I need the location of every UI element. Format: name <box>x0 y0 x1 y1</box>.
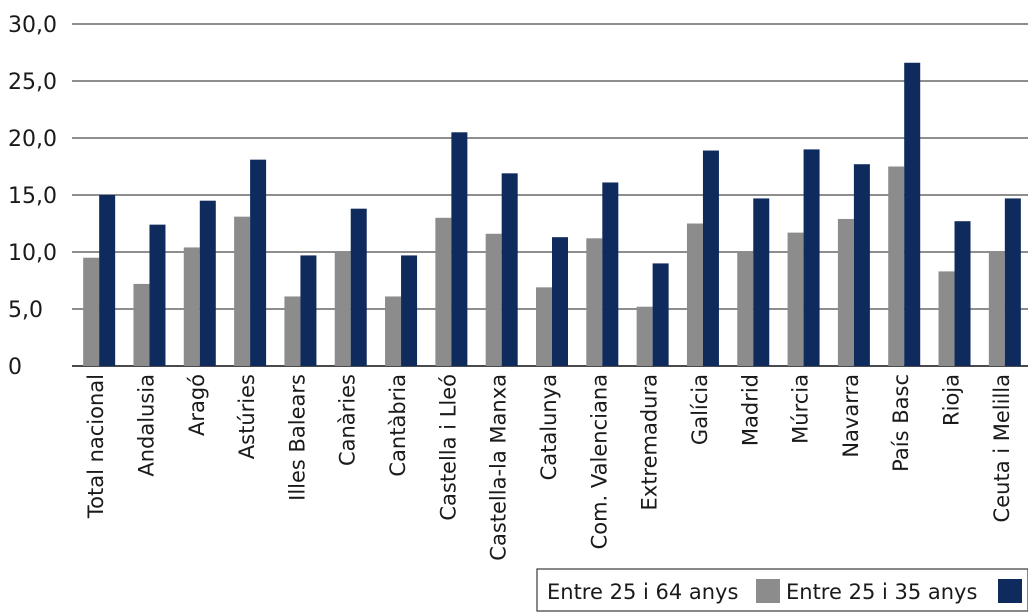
x-category-label: Galícia <box>688 374 712 445</box>
legend-label: Entre 25 i 64 anys <box>547 580 738 604</box>
y-tick-label: 30,0 <box>8 13 57 38</box>
legend-swatch <box>998 579 1022 603</box>
x-category-label: Astúries <box>235 374 259 459</box>
bar-grey <box>183 247 200 366</box>
y-tick-label: 10,0 <box>8 241 57 266</box>
x-category-label: Aragó <box>185 374 209 436</box>
bar-grey <box>536 287 552 366</box>
x-category-label: Total nacional <box>84 374 108 519</box>
x-category-label: Illes Balears <box>285 374 309 501</box>
bar-blue <box>702 150 719 366</box>
bar-blue <box>753 198 770 366</box>
bar-grey <box>888 166 905 366</box>
x-category-label: Andalusia <box>134 374 158 477</box>
bar-blue <box>803 149 820 366</box>
x-category-label: Com. Valenciana <box>587 374 611 549</box>
x-category-label: País Basc <box>889 374 913 472</box>
bar-blue <box>602 182 619 366</box>
bar-grey <box>938 271 955 366</box>
legend-label: Entre 25 i 35 anys <box>786 580 977 604</box>
bar-grey <box>988 252 1005 366</box>
x-category-label: Castella-la Manxa <box>487 374 511 561</box>
bar-grey <box>435 217 452 366</box>
y-tick-label: 15,0 <box>8 184 57 209</box>
bar-grey <box>837 218 854 366</box>
bar-grey <box>83 257 100 366</box>
x-category-label: Catalunya <box>537 374 561 480</box>
bar-blue <box>853 164 870 366</box>
x-axis: Total nacional Andalusia Aragó Astúries Ille… <box>84 374 1014 561</box>
bar-blue <box>652 263 669 366</box>
bar-grey <box>737 252 754 366</box>
x-category-label: Canàries <box>336 374 360 466</box>
y-tick-label: 25,0 <box>8 70 57 95</box>
bar-grey <box>234 216 251 366</box>
bar-grey <box>284 296 301 366</box>
y-tick-label: 0 <box>8 355 22 380</box>
bar-grey <box>586 238 603 366</box>
bar-blue <box>1004 198 1021 366</box>
x-category-label: Navarra <box>839 374 863 458</box>
bar-blue <box>401 255 418 366</box>
bar-grey <box>485 233 502 366</box>
x-category-label: Extremadura <box>638 374 662 511</box>
x-category-label: Madrid <box>738 374 762 446</box>
bar-blue <box>552 237 568 366</box>
x-category-label: Cantàbria <box>386 374 410 477</box>
bar-grey <box>686 223 703 366</box>
x-category-label: Múrcia <box>789 374 813 444</box>
bar-blue <box>904 62 921 366</box>
bar-blue <box>199 200 216 366</box>
legend: Entre 25 i 64 anys Entre 25 i 35 anys <box>536 568 1028 612</box>
y-tick-label: 20,0 <box>8 127 57 152</box>
bar-blue <box>451 132 468 366</box>
x-category-label: Castella i Lleó <box>436 374 460 521</box>
bar-blue <box>501 173 518 366</box>
y-axis-ticks: 30,0 25,0 20,0 15,0 10,0 5,0 0 <box>8 13 57 380</box>
x-category-label: Ceuta i Melilla <box>990 374 1014 522</box>
x-category-label: Rioja <box>940 374 964 426</box>
bar-blue <box>149 224 166 366</box>
bar-grey <box>636 306 653 366</box>
bar-blue <box>250 159 267 366</box>
bar-blue <box>954 221 971 366</box>
bar-grey <box>133 283 150 366</box>
bar-blue <box>350 208 367 366</box>
legend-swatch <box>756 579 780 603</box>
bar-grey <box>334 252 351 366</box>
bar-grey <box>787 232 804 366</box>
bar-grey <box>385 296 402 366</box>
bar-blue <box>99 195 116 366</box>
bars <box>83 62 1021 366</box>
bar-blue <box>300 255 317 366</box>
legend-box <box>536 568 1028 612</box>
y-tick-label: 5,0 <box>8 298 43 323</box>
